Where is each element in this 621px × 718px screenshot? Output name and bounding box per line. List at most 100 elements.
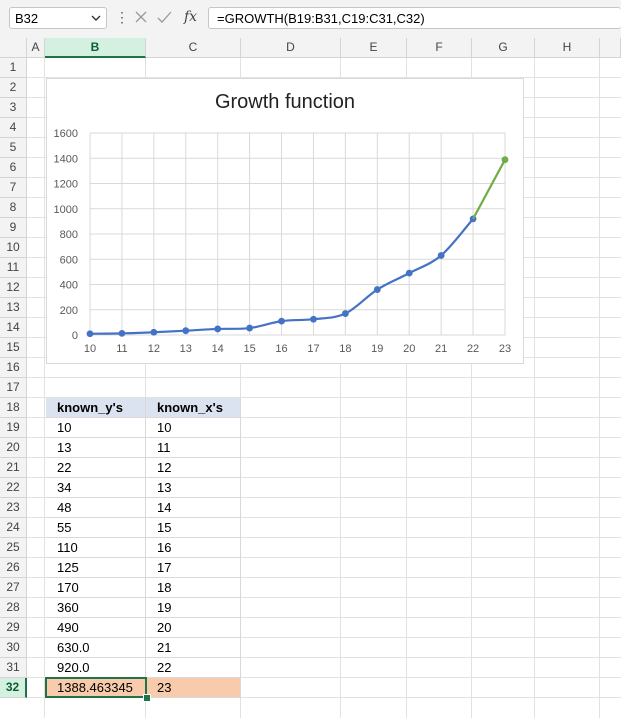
known-x-cell[interactable]: 11	[146, 438, 241, 458]
data-point	[405, 269, 413, 277]
known-y-cell[interactable]: 170	[46, 578, 146, 598]
y-tick-label: 1400	[54, 153, 78, 165]
known-y-cell[interactable]: 125	[46, 558, 146, 578]
row-header-11[interactable]: 11	[0, 258, 27, 278]
grid-row-line	[27, 437, 621, 438]
known-y-cell[interactable]: 55	[46, 518, 146, 538]
grid-row-line	[27, 497, 621, 498]
new-x-cell[interactable]: 23	[146, 678, 241, 698]
name-box[interactable]: B32	[9, 7, 107, 29]
row-header-17[interactable]: 17	[0, 378, 27, 398]
column-header-d[interactable]: D	[241, 38, 341, 58]
column-header-h[interactable]: H	[535, 38, 600, 58]
formula-buttons: fx	[130, 7, 202, 29]
select-all-corner[interactable]	[0, 38, 27, 58]
known-y-cell[interactable]: 48	[46, 498, 146, 518]
row-header-25[interactable]: 25	[0, 538, 27, 558]
x-tick-label: 12	[148, 343, 160, 355]
row-header-31[interactable]: 31	[0, 658, 27, 678]
x-tick-label: 21	[435, 343, 447, 355]
formula-input[interactable]: =GROWTH(B19:B31,C19:C31,C32)	[208, 7, 621, 29]
grid-row-line	[27, 637, 621, 638]
row-header-23[interactable]: 23	[0, 498, 27, 518]
grid-row-line	[27, 617, 621, 618]
row-header-32[interactable]: 32	[0, 678, 27, 698]
known-x-cell[interactable]: 13	[146, 478, 241, 498]
row-header-13[interactable]: 13	[0, 298, 27, 318]
fill-handle[interactable]	[143, 694, 151, 702]
grid-row-line	[27, 677, 621, 678]
row-header-22[interactable]: 22	[0, 478, 27, 498]
known-y-cell[interactable]: 920.0	[46, 658, 146, 678]
column-header-c[interactable]: C	[146, 38, 241, 58]
row-header-16[interactable]: 16	[0, 358, 27, 378]
known-y-cell[interactable]: 110	[46, 538, 146, 558]
insert-function-icon[interactable]: fx	[184, 9, 198, 25]
row-header-9[interactable]: 9	[0, 218, 27, 238]
row-header-20[interactable]: 20	[0, 438, 27, 458]
growth-chart[interactable]: 0 200 400 600 800 1000 1200 1400 1600 10 11 12 13 14 1…	[46, 78, 524, 364]
data-point	[214, 325, 222, 333]
row-header-28[interactable]: 28	[0, 598, 27, 618]
header-known-y[interactable]: known_y's	[46, 398, 146, 418]
row-header-27[interactable]: 27	[0, 578, 27, 598]
column-header-b[interactable]: B	[45, 38, 146, 58]
row-header-14[interactable]: 14	[0, 318, 27, 338]
row-header-19[interactable]: 19	[0, 418, 27, 438]
grid-row-line	[27, 397, 621, 398]
known-x-cell[interactable]: 21	[146, 638, 241, 658]
known-x-cell[interactable]: 14	[146, 498, 241, 518]
row-header-29[interactable]: 29	[0, 618, 27, 638]
data-point	[310, 315, 317, 323]
row-header-21[interactable]: 21	[0, 458, 27, 478]
known-y-cell[interactable]: 360	[46, 598, 146, 618]
known-y-cell[interactable]: 22	[46, 458, 146, 478]
x-tick-label: 11	[116, 343, 127, 355]
grid-col-line	[406, 58, 407, 718]
known-y-cell[interactable]: 13	[46, 438, 146, 458]
known-x-cell[interactable]: 18	[146, 578, 241, 598]
grid-row-line	[27, 657, 621, 658]
known-y-cell[interactable]: 34	[46, 478, 146, 498]
row-header-26[interactable]: 26	[0, 558, 27, 578]
known-x-cell[interactable]: 16	[146, 538, 241, 558]
row-header-7[interactable]: 7	[0, 178, 27, 198]
column-header-g[interactable]: G	[472, 38, 535, 58]
known-y-cell[interactable]: 630.0	[46, 638, 146, 658]
row-header-6[interactable]: 6	[0, 158, 27, 178]
row-header-24[interactable]: 24	[0, 518, 27, 538]
row-header-8[interactable]: 8	[0, 198, 27, 218]
grid-row-line	[27, 457, 621, 458]
known-x-cell[interactable]: 15	[146, 518, 241, 538]
column-header-f[interactable]: F	[407, 38, 472, 58]
row-header-3[interactable]: 3	[0, 98, 27, 118]
header-known-x[interactable]: known_x's	[146, 398, 241, 418]
y-tick-label: 1600	[54, 128, 78, 140]
known-x-cell[interactable]: 12	[146, 458, 241, 478]
row-header-15[interactable]: 15	[0, 338, 27, 358]
known-x-cell[interactable]: 20	[146, 618, 241, 638]
known-x-cell[interactable]: 19	[146, 598, 241, 618]
column-header-a[interactable]: A	[27, 38, 45, 58]
more-options-icon[interactable]: ⋮	[115, 9, 129, 25]
column-header-e[interactable]: E	[341, 38, 407, 58]
x-tick-label: 19	[371, 343, 383, 355]
row-header-18[interactable]: 18	[0, 398, 27, 418]
enter-icon[interactable]	[157, 11, 172, 23]
row-header-1[interactable]: 1	[0, 58, 27, 78]
row-header-2[interactable]: 2	[0, 78, 27, 98]
known-y-cell[interactable]: 10	[46, 418, 146, 438]
known-x-cell[interactable]: 22	[146, 658, 241, 678]
row-header-4[interactable]: 4	[0, 118, 27, 138]
chart-plot: 0 200 400 600 800 1000 1200 1400 1600 10 11 12 13 14 1…	[54, 128, 512, 355]
y-tick-label: 1000	[54, 204, 78, 216]
row-header-30[interactable]: 30	[0, 638, 27, 658]
known-x-cell[interactable]: 17	[146, 558, 241, 578]
chevron-down-icon[interactable]	[90, 12, 102, 24]
row-header-10[interactable]: 10	[0, 238, 27, 258]
known-x-cell[interactable]: 10	[146, 418, 241, 438]
row-header-5[interactable]: 5	[0, 138, 27, 158]
row-header-12[interactable]: 12	[0, 278, 27, 298]
known-y-cell[interactable]: 490	[46, 618, 146, 638]
cancel-icon[interactable]	[135, 11, 147, 23]
